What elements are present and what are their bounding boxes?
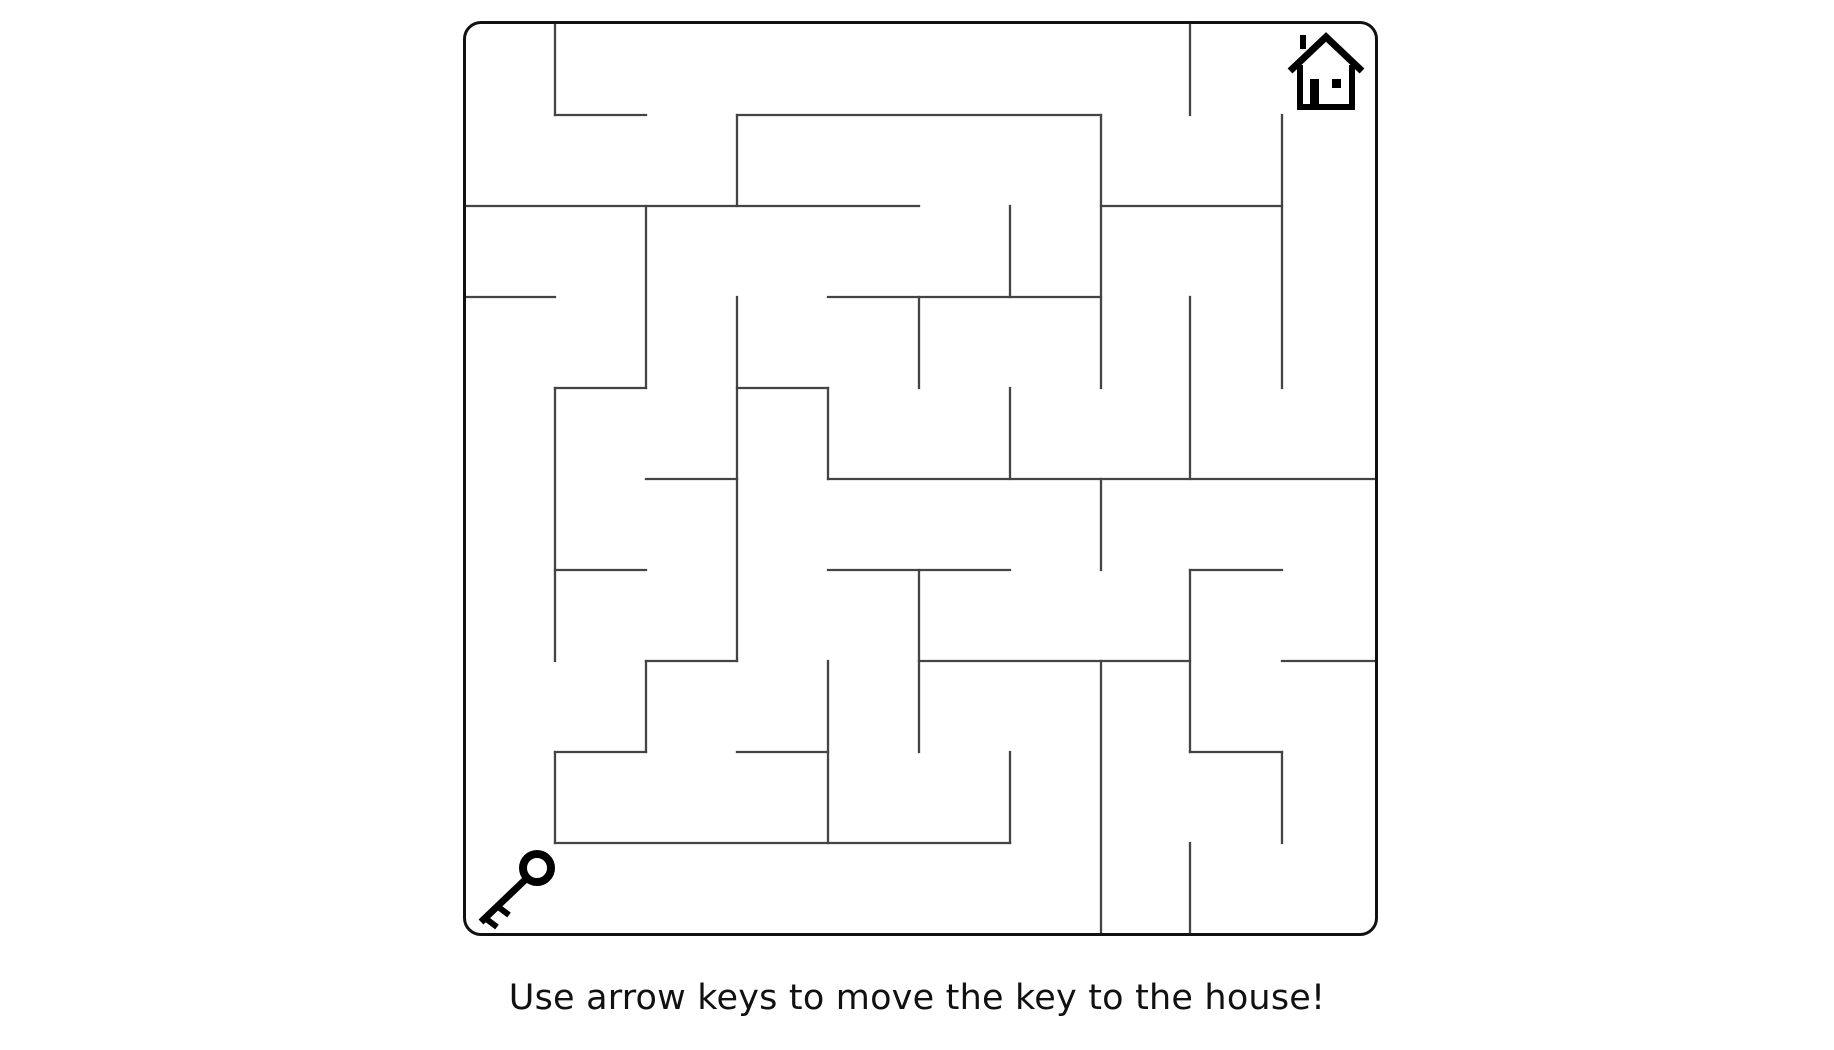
house-icon xyxy=(1287,32,1365,110)
key-icon[interactable] xyxy=(478,850,555,930)
maze-wall-lines xyxy=(465,23,1376,934)
maze-walls xyxy=(465,23,1376,934)
instructions-text: Use arrow keys to move the key to the ho… xyxy=(508,978,1326,1018)
